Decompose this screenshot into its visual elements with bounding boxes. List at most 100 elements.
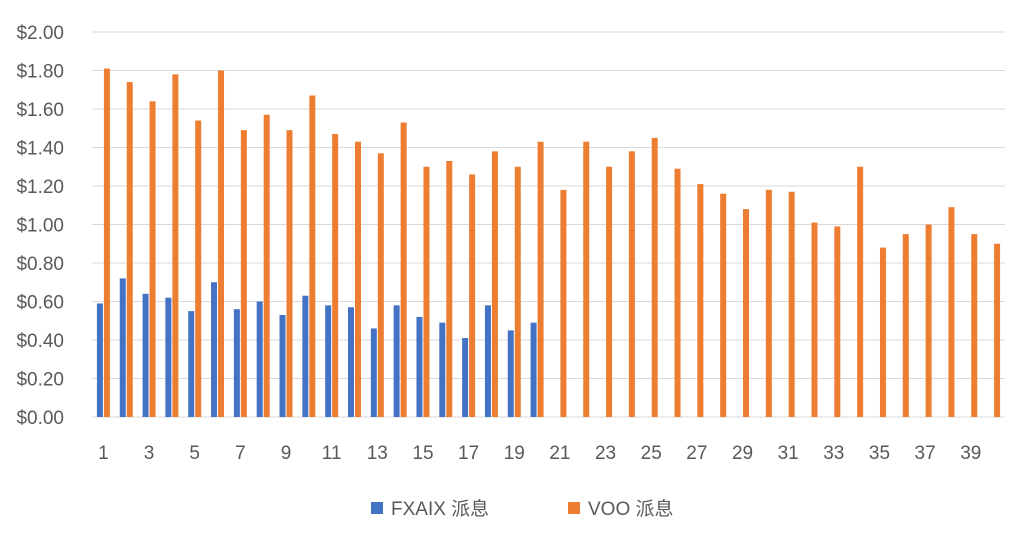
x-tick-label: 15: [412, 443, 433, 464]
bar-voo: [286, 130, 293, 418]
y-tick-label: $0.20: [16, 370, 64, 391]
bar-voo: [697, 184, 704, 417]
bar-voo: [743, 209, 750, 417]
x-tick-label: 39: [960, 443, 981, 464]
bar-voo: [971, 234, 978, 417]
y-tick-label: $1.40: [16, 139, 64, 160]
bar-voo: [332, 134, 339, 417]
y-tick-label: $1.20: [16, 177, 64, 198]
bar-voo: [651, 137, 658, 417]
x-tick-label: 1: [98, 443, 109, 464]
legend-swatch-fxaix: [371, 502, 383, 514]
bar-voo: [537, 141, 544, 417]
bar-voo: [126, 82, 133, 418]
bar-voo: [606, 166, 613, 417]
y-tick-label: $0.00: [16, 408, 64, 429]
bar-voo: [195, 120, 202, 418]
bar-voo: [720, 193, 727, 417]
x-tick-label: 13: [367, 443, 388, 464]
bar-voo: [925, 224, 932, 417]
bar-voo: [377, 153, 384, 417]
bar-fxaix: [211, 282, 218, 417]
bar-voo: [583, 141, 590, 417]
bar-voo: [491, 151, 498, 417]
bar-fxaix: [370, 328, 377, 417]
bar-voo: [149, 101, 156, 418]
bar-voo: [103, 68, 110, 417]
bar-fxaix: [302, 295, 309, 417]
bar-voo: [354, 141, 361, 417]
bar-fxaix: [142, 293, 149, 417]
bar-fxaix: [393, 305, 400, 417]
bar-fxaix: [416, 316, 423, 417]
bar-voo: [423, 166, 430, 417]
x-tick-label: 19: [504, 443, 525, 464]
x-tick-label: 17: [458, 443, 479, 464]
x-tick-label: 27: [686, 443, 707, 464]
bar-voo: [879, 247, 886, 417]
bar-voo: [674, 168, 681, 417]
x-tick-label: 29: [732, 443, 753, 464]
bar-fxaix: [279, 314, 286, 417]
x-tick-label: 25: [641, 443, 662, 464]
x-tick-label: 35: [869, 443, 890, 464]
bar-fxaix: [96, 303, 103, 417]
legend-label-fxaix: FXAIX 派息: [391, 498, 489, 520]
bar-fxaix: [347, 307, 354, 417]
bar-voo: [172, 74, 179, 417]
bar-voo: [469, 174, 476, 417]
y-tick-label: $1.60: [16, 100, 64, 121]
x-tick-label: 37: [915, 443, 936, 464]
x-tick-label: 7: [235, 443, 246, 464]
x-tick-label: 9: [281, 443, 292, 464]
bar-voo: [857, 166, 864, 417]
bar-voo: [902, 234, 909, 417]
bar-fxaix: [233, 309, 240, 417]
bar-fxaix: [165, 297, 172, 417]
legend-label-voo: VOO 派息: [588, 498, 674, 520]
x-tick-label: 33: [823, 443, 844, 464]
bar-voo: [446, 160, 453, 417]
bar-voo: [218, 70, 225, 417]
x-tick-label: 21: [549, 443, 570, 464]
bar-voo: [400, 122, 407, 417]
y-tick-label: $0.80: [16, 254, 64, 275]
gridlines: [92, 31, 1005, 418]
legend-swatch-voo: [568, 502, 580, 514]
bar-fxaix: [325, 305, 332, 417]
x-tick-label: 3: [144, 443, 155, 464]
x-tick-label: 23: [595, 443, 616, 464]
x-tick-label: 5: [189, 443, 200, 464]
bar-voo: [994, 243, 1001, 417]
y-tick-label: $0.60: [16, 293, 64, 314]
bar-voo: [263, 114, 270, 418]
y-tick-label: $1.00: [16, 216, 64, 237]
bar-fxaix: [484, 305, 491, 417]
bar-fxaix: [462, 338, 469, 417]
bar-fxaix: [439, 322, 446, 417]
bar-fxaix: [119, 278, 126, 417]
bar-voo: [834, 226, 841, 417]
bar-voo: [240, 130, 247, 418]
y-tick-label: $1.80: [16, 62, 64, 83]
legend: FXAIX 派息 VOO 派息: [371, 498, 674, 520]
bar-fxaix: [256, 301, 263, 417]
x-tick-label: 31: [778, 443, 799, 464]
bar-voo: [514, 166, 521, 417]
bar-fxaix: [530, 322, 537, 417]
y-tick-label: $2.00: [16, 23, 64, 44]
x-tick-label: 11: [322, 443, 342, 464]
bar-fxaix: [188, 311, 195, 417]
bar-fxaix: [507, 330, 514, 417]
bar-voo: [560, 189, 567, 417]
bar-voo: [765, 189, 772, 417]
bar-voo: [309, 95, 316, 418]
bar-voo: [628, 151, 635, 417]
bar-voo: [948, 207, 955, 417]
bar-voo: [811, 222, 818, 417]
axes: $0.00 $0.20 $0.40 $0.60 $0.80 $1.00 $1.20 $1.40…: [16, 23, 981, 464]
y-tick-label: $0.40: [16, 331, 64, 352]
bars: [96, 68, 1001, 418]
